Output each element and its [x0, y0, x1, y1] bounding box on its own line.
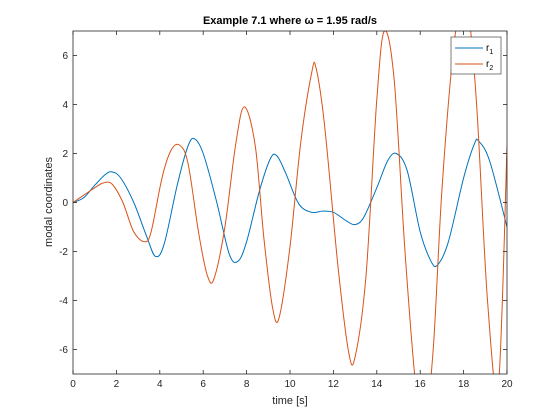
x-tick-label-20: 20 — [501, 379, 513, 390]
legend-box — [450, 36, 502, 75]
legend-label-r2-base: r — [486, 59, 490, 70]
x-tick-label-14: 14 — [371, 379, 383, 390]
x-tick-label-4: 4 — [157, 379, 163, 390]
legend: r1 r2 — [450, 36, 502, 75]
x-tick-label-10: 10 — [284, 379, 296, 390]
y-tick-label--6: -6 — [59, 345, 68, 356]
chart-title: Example 7.1 where ω = 1.95 rad/s — [203, 15, 377, 27]
series-line-r2 — [73, 31, 507, 374]
x-tick-label-0: 0 — [70, 379, 76, 390]
x-tick-label-18: 18 — [458, 379, 470, 390]
x-tick-label-12: 12 — [328, 379, 340, 390]
y-axis-ticks: -6 -4 -2 0 2 4 6 — [59, 51, 507, 356]
y-tick-label--2: -2 — [59, 247, 68, 258]
series-line-r1 — [73, 137, 507, 268]
legend-label-r2-subscript: 2 — [489, 65, 493, 72]
x-tick-label-6: 6 — [200, 379, 206, 390]
legend-label-r1: r1 — [486, 43, 493, 56]
x-tick-label-16: 16 — [415, 379, 427, 390]
x-axis-ticks: 0 2 4 6 8 10 12 14 16 18 20 — [70, 31, 513, 390]
legend-label-r2: r2 — [486, 59, 493, 72]
y-axis-label: modal coordinates — [43, 157, 55, 247]
y-tick-label-2: 2 — [62, 149, 68, 160]
legend-label-r1-subscript: 1 — [489, 49, 493, 56]
y-tick-label-4: 4 — [62, 100, 68, 111]
legend-label-r1-base: r — [486, 43, 490, 54]
y-tick-label-6: 6 — [62, 51, 68, 62]
x-tick-label-8: 8 — [244, 379, 250, 390]
x-tick-label-2: 2 — [114, 379, 120, 390]
y-tick-label-0: 0 — [62, 198, 68, 209]
x-axis-label: time [s] — [272, 395, 307, 407]
plot-area — [73, 31, 507, 374]
series-layer — [73, 31, 507, 374]
y-tick-label--4: -4 — [59, 296, 68, 307]
